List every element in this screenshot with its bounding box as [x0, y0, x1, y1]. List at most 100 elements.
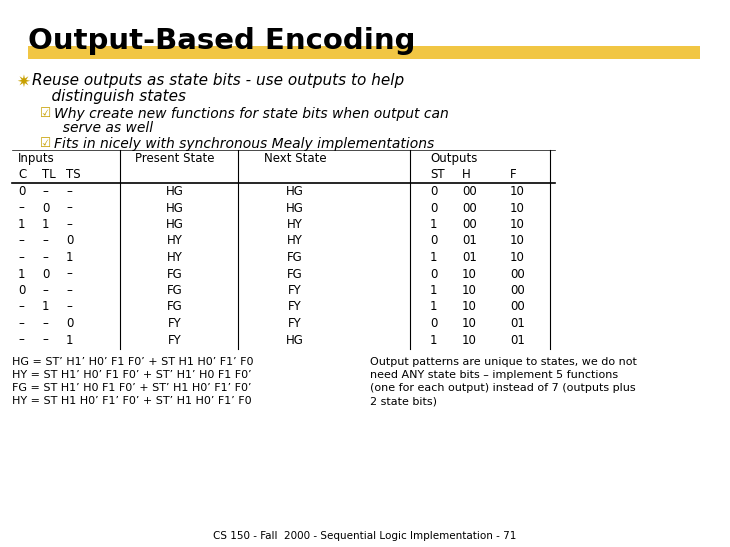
- Text: Outputs: Outputs: [430, 152, 477, 165]
- Text: 1: 1: [430, 218, 437, 231]
- Text: 0: 0: [18, 185, 26, 198]
- Text: serve as well: serve as well: [54, 121, 153, 135]
- Text: Inputs: Inputs: [18, 152, 55, 165]
- Text: HY: HY: [167, 251, 183, 264]
- Text: –: –: [42, 334, 48, 346]
- Text: Fits in nicely with synchronous Mealy implementations: Fits in nicely with synchronous Mealy im…: [54, 137, 434, 151]
- Text: C: C: [18, 168, 26, 182]
- Text: HY = ST H1 H0’ F1’ F0’ + ST’ H1 H0’ F1’ F0: HY = ST H1 H0’ F1’ F0’ + ST’ H1 H0’ F1’ …: [12, 396, 252, 406]
- Text: –: –: [66, 218, 72, 231]
- Text: 01: 01: [462, 235, 477, 247]
- Text: –: –: [18, 300, 24, 313]
- Text: Output-Based Encoding: Output-Based Encoding: [28, 27, 415, 55]
- Text: HG: HG: [166, 185, 184, 198]
- Text: –: –: [18, 251, 24, 264]
- Text: –: –: [42, 251, 48, 264]
- Text: 0: 0: [18, 284, 26, 297]
- Text: 1: 1: [42, 300, 50, 313]
- Text: –: –: [18, 334, 24, 346]
- Text: –: –: [66, 300, 72, 313]
- Text: FY: FY: [168, 317, 182, 330]
- Text: 10: 10: [510, 251, 525, 264]
- Text: 1: 1: [66, 251, 74, 264]
- Text: –: –: [42, 284, 48, 297]
- Text: need ANY state bits – implement 5 functions: need ANY state bits – implement 5 functi…: [370, 370, 618, 380]
- Text: 00: 00: [462, 201, 477, 214]
- Text: 10: 10: [510, 201, 525, 214]
- Text: HG: HG: [166, 218, 184, 231]
- Text: 0: 0: [66, 317, 74, 330]
- Text: 10: 10: [510, 218, 525, 231]
- Text: FG: FG: [167, 300, 183, 313]
- Text: 00: 00: [462, 218, 477, 231]
- Text: 1: 1: [18, 267, 26, 281]
- Text: –: –: [18, 201, 24, 214]
- Text: 00: 00: [510, 284, 525, 297]
- Text: 01: 01: [510, 334, 525, 346]
- Text: –: –: [66, 267, 72, 281]
- Text: –: –: [42, 317, 48, 330]
- Text: FG: FG: [287, 267, 303, 281]
- Text: HY: HY: [287, 235, 303, 247]
- Text: –: –: [18, 317, 24, 330]
- Text: 2 state bits): 2 state bits): [370, 396, 437, 406]
- Text: 1: 1: [430, 284, 437, 297]
- Text: HY: HY: [167, 235, 183, 247]
- Text: 1: 1: [42, 218, 50, 231]
- Bar: [28, 46, 700, 59]
- Text: 10: 10: [462, 284, 477, 297]
- Text: FY: FY: [288, 284, 302, 297]
- Text: 01: 01: [462, 251, 477, 264]
- Text: 10: 10: [462, 267, 477, 281]
- Text: (one for each output) instead of 7 (outputs plus: (one for each output) instead of 7 (outp…: [370, 383, 636, 393]
- Text: distinguish states: distinguish states: [32, 89, 186, 104]
- Text: 00: 00: [510, 267, 525, 281]
- Text: 0: 0: [430, 185, 437, 198]
- Text: –: –: [42, 185, 48, 198]
- Text: ☑: ☑: [40, 137, 51, 150]
- Text: 1: 1: [430, 334, 437, 346]
- Text: –: –: [66, 201, 72, 214]
- Text: Reuse outputs as state bits - use outputs to help: Reuse outputs as state bits - use output…: [32, 73, 404, 88]
- Text: HG: HG: [286, 201, 304, 214]
- Text: 0: 0: [42, 201, 50, 214]
- Text: F: F: [510, 168, 517, 182]
- Text: –: –: [42, 235, 48, 247]
- Text: Present State: Present State: [135, 152, 215, 165]
- Text: –: –: [66, 284, 72, 297]
- Text: HY: HY: [287, 218, 303, 231]
- Text: HG: HG: [286, 185, 304, 198]
- Text: ST: ST: [430, 168, 445, 182]
- Text: 0: 0: [42, 267, 50, 281]
- Text: FY: FY: [288, 317, 302, 330]
- Text: HG: HG: [166, 201, 184, 214]
- Text: 10: 10: [462, 334, 477, 346]
- Text: HG: HG: [286, 334, 304, 346]
- Text: HY = ST H1’ H0’ F1 F0’ + ST’ H1’ H0 F1 F0’: HY = ST H1’ H0’ F1 F0’ + ST’ H1’ H0 F1 F…: [12, 370, 252, 380]
- Text: 00: 00: [462, 185, 477, 198]
- Text: TS: TS: [66, 168, 80, 182]
- Text: FG = ST H1’ H0 F1 F0’ + ST’ H1 H0’ F1’ F0’: FG = ST H1’ H0 F1 F0’ + ST’ H1 H0’ F1’ F…: [12, 383, 252, 393]
- Text: CS 150 - Fall  2000 - Sequential Logic Implementation - 71: CS 150 - Fall 2000 - Sequential Logic Im…: [213, 531, 517, 541]
- Text: 0: 0: [430, 267, 437, 281]
- Text: FG: FG: [287, 251, 303, 264]
- Text: FY: FY: [168, 334, 182, 346]
- Text: H: H: [462, 168, 471, 182]
- Text: 01: 01: [510, 317, 525, 330]
- Text: 1: 1: [430, 300, 437, 313]
- Text: 0: 0: [430, 201, 437, 214]
- Text: 0: 0: [430, 235, 437, 247]
- Text: 10: 10: [462, 317, 477, 330]
- Text: FY: FY: [288, 300, 302, 313]
- Text: 10: 10: [510, 235, 525, 247]
- Text: Why create new functions for state bits when output can: Why create new functions for state bits …: [54, 107, 449, 121]
- Text: FG: FG: [167, 284, 183, 297]
- Text: FG: FG: [167, 267, 183, 281]
- Text: 10: 10: [510, 185, 525, 198]
- Text: 00: 00: [510, 300, 525, 313]
- Text: –: –: [18, 235, 24, 247]
- Text: Next State: Next State: [264, 152, 326, 165]
- Text: –: –: [66, 185, 72, 198]
- Text: 1: 1: [18, 218, 26, 231]
- Text: 1: 1: [66, 334, 74, 346]
